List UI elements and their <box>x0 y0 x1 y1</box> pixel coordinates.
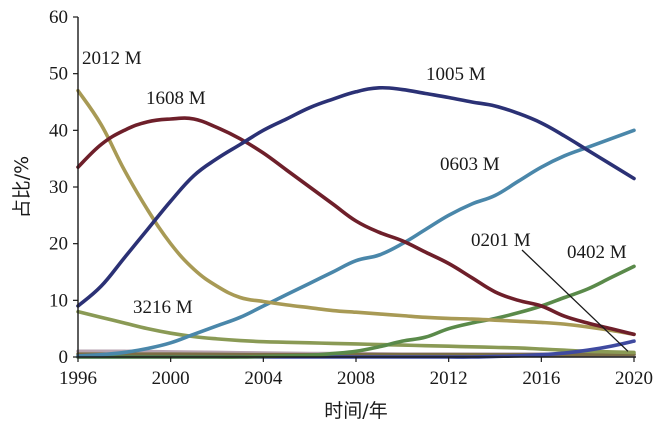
series-label-3216-m: 3216 M <box>133 297 193 318</box>
y-tick-label: 30 <box>49 177 68 198</box>
y-axis-title: 占比/% <box>11 156 33 218</box>
series-label-1608-m: 1608 M <box>146 88 206 109</box>
x-tick-label: 2000 <box>152 368 190 389</box>
y-tick-label: 60 <box>49 7 68 28</box>
x-tick-label: 2020 <box>615 368 653 389</box>
y-tick-label: 0 <box>59 347 69 368</box>
y-tick-label: 20 <box>49 234 68 255</box>
series-label-0603-m: 0603 M <box>440 154 500 175</box>
series-label-1005-m: 1005 M <box>426 64 486 85</box>
series-line-1608-m <box>76 116 636 337</box>
series-line-0603-m <box>76 128 636 358</box>
y-tick-label: 10 <box>49 290 68 311</box>
series-line-2012-m <box>76 88 636 337</box>
x-tick-label: 1996 <box>59 368 97 389</box>
series-label-0402-m: 0402 M <box>567 242 627 263</box>
leader-line-0201-m <box>521 249 629 352</box>
series-label-0201-m: 0201 M <box>471 230 531 251</box>
series-line-3216-m <box>76 309 636 355</box>
x-axis-title: 时间/年 <box>324 400 387 422</box>
x-tick-label: 2016 <box>522 368 560 389</box>
y-tick-label: 40 <box>49 120 68 141</box>
x-tick-label: 2008 <box>337 368 375 389</box>
series-line-1005-m <box>76 85 636 308</box>
y-tick-label: 50 <box>49 64 68 85</box>
x-tick-label: 2004 <box>244 368 283 389</box>
x-tick-label: 2012 <box>430 368 468 389</box>
series-label-2012-m: 2012 M <box>82 48 142 69</box>
axes: 0 10 20 30 40 50 60 1996 2000 2004 2008 2012 2016 202… <box>11 7 653 422</box>
